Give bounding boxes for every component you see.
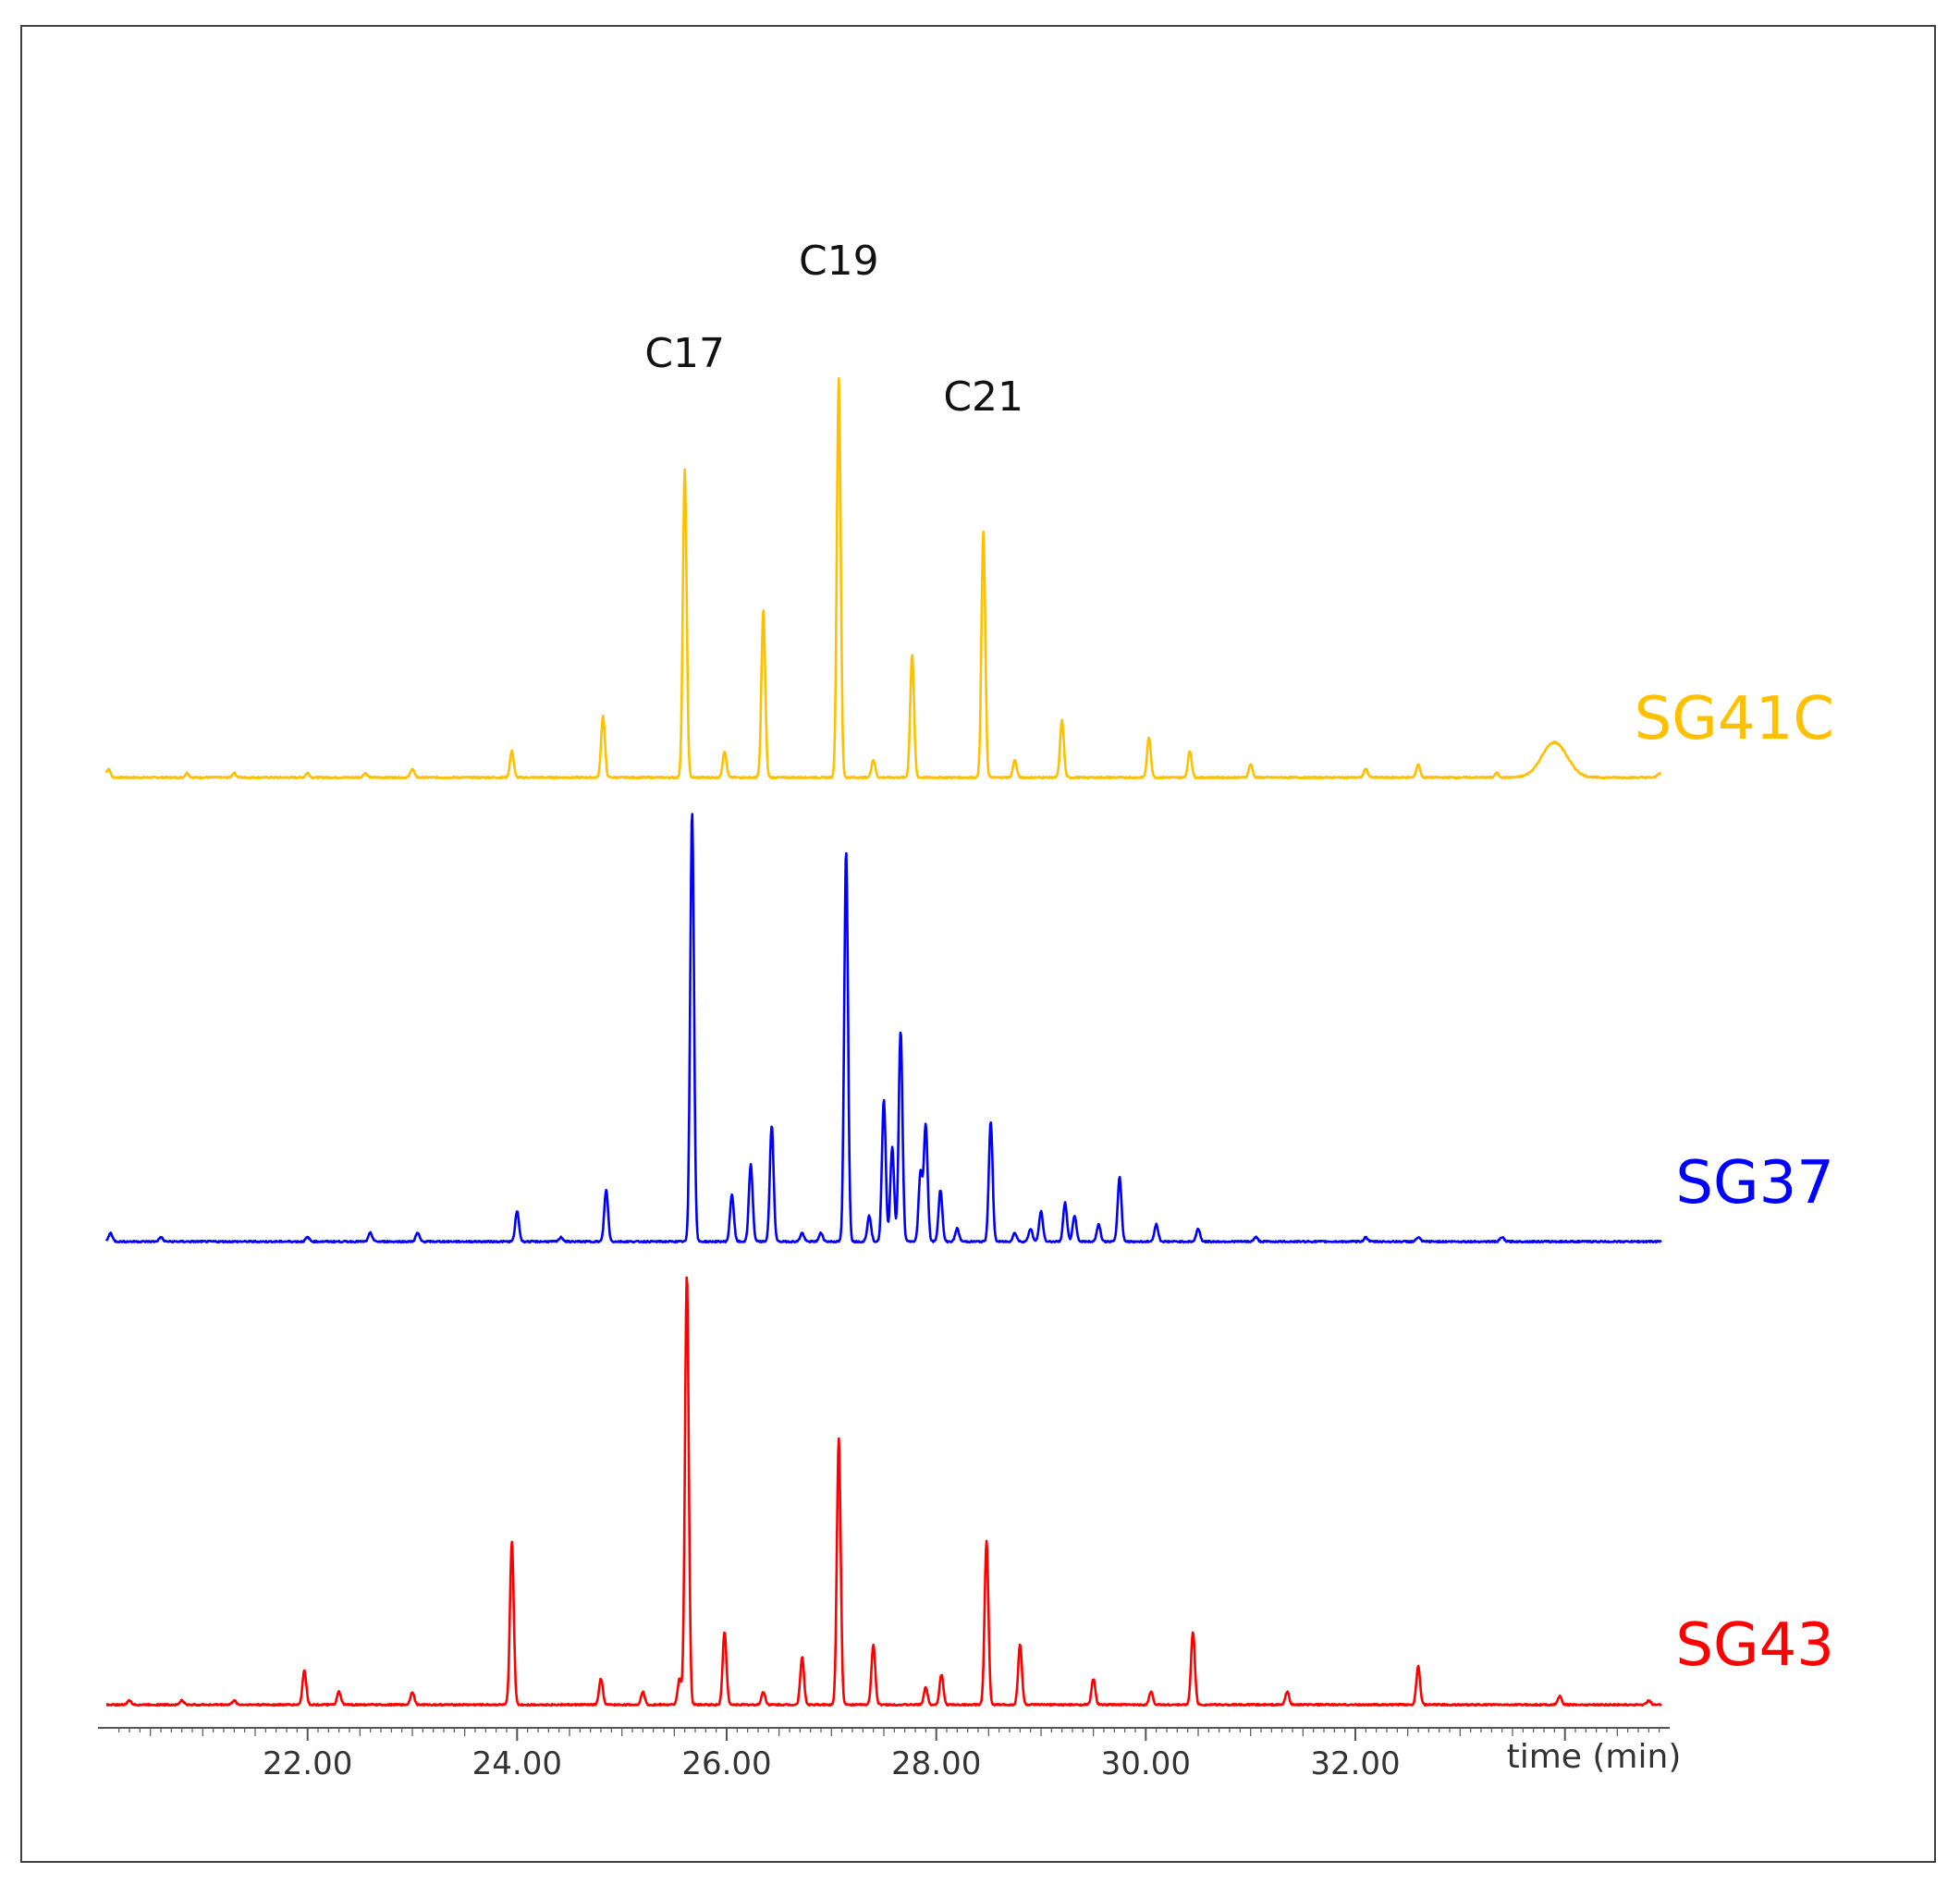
peak-label-c19: C19 [799,238,879,285]
peak-label-c21: C21 [943,373,1023,421]
series-label-sg43: SG43 [1675,1611,1834,1680]
series-line-sg43 [105,1276,1662,1708]
chromatogram-chart: 22.00 24.00 26.00 28.00 30.00 32.00 time (min… [98,238,1834,1782]
series-label-sg41c: SG41C [1635,685,1834,753]
series-label-sg37: SG37 [1675,1149,1834,1218]
x-tick-label: 26.00 [681,1745,771,1782]
x-tick-label: 30.00 [1101,1745,1191,1782]
x-tick-label: 28.00 [891,1745,981,1782]
x-tick-label: 24.00 [472,1745,562,1782]
figure-frame: 22.00 24.00 26.00 28.00 30.00 32.00 time (min… [20,25,1936,1863]
x-tick-label: 32.00 [1310,1745,1400,1782]
series-line-sg41c [104,376,1662,780]
series-line-sg37 [104,813,1662,1244]
x-axis-title: time (min) [1507,1738,1682,1776]
x-tick-label: 22.00 [263,1745,352,1782]
peak-label-c17: C17 [644,330,725,377]
